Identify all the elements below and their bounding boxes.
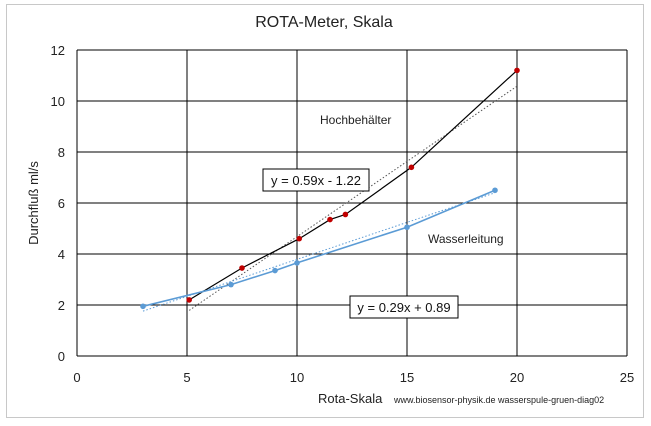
y-axis-label: Durchfluß ml/s: [26, 161, 41, 245]
data-point-series-0: [296, 235, 303, 242]
trendlines: [142, 85, 518, 312]
x-tick-label: 10: [290, 370, 304, 385]
trendline-series-1: [142, 192, 496, 312]
x-tick-label: 25: [620, 370, 634, 385]
y-tick-label: 0: [58, 349, 65, 364]
series-label-wasserleitung: Wasserleitung: [428, 232, 504, 246]
data-point-series-1: [228, 281, 234, 288]
data-point-series-0: [514, 67, 520, 74]
data-point-series-1: [404, 224, 410, 231]
data-point-series-0: [327, 216, 333, 223]
y-tick-label: 10: [51, 94, 65, 109]
trend-equation-wasserleitung: y = 0.29x + 0.89: [357, 300, 450, 315]
data-point-series-0: [239, 265, 245, 271]
chart-title: ROTA-Meter, Skala: [255, 14, 393, 31]
data-point-series-1: [140, 303, 146, 310]
tick-labels: 0 5 10 15 20 25 0 2 4 6 8 10 12: [51, 43, 635, 385]
y-tick-label: 4: [58, 247, 65, 262]
series-line-1: [142, 189, 496, 308]
y-tick-label: 2: [58, 298, 65, 313]
x-tick-label: 20: [510, 370, 524, 385]
trend-equation-box-hochbehaelter: y = 0.59x - 1.22: [262, 168, 370, 192]
data-point-series-0: [186, 297, 192, 303]
credit-text: www.biosensor-physik.de wasserspule-grue…: [393, 395, 604, 405]
x-tick-label: 15: [400, 370, 414, 385]
trend-equation-box-wasserleitung: y = 0.29x + 0.89: [349, 295, 459, 319]
trend-equation-hochbehaelter: y = 0.59x - 1.22: [271, 173, 361, 188]
x-tick-label: 0: [73, 370, 80, 385]
series-label-hochbehaelter: Hochbehälter: [320, 113, 391, 127]
y-tick-label: 6: [58, 196, 65, 211]
x-axis-label: Rota-Skala: [318, 391, 383, 406]
data-point-series-1: [294, 260, 300, 266]
y-tick-label: 8: [58, 145, 65, 160]
data-point-series-1: [492, 187, 498, 194]
grid: [76, 49, 628, 357]
data-point-series-0: [408, 164, 415, 171]
y-tick-label: 12: [51, 43, 65, 58]
data-point-series-0: [342, 211, 349, 218]
x-tick-label: 5: [183, 370, 190, 385]
chart-frame: [6, 4, 644, 418]
data-point-series-1: [272, 267, 278, 274]
data-points: [140, 67, 520, 310]
